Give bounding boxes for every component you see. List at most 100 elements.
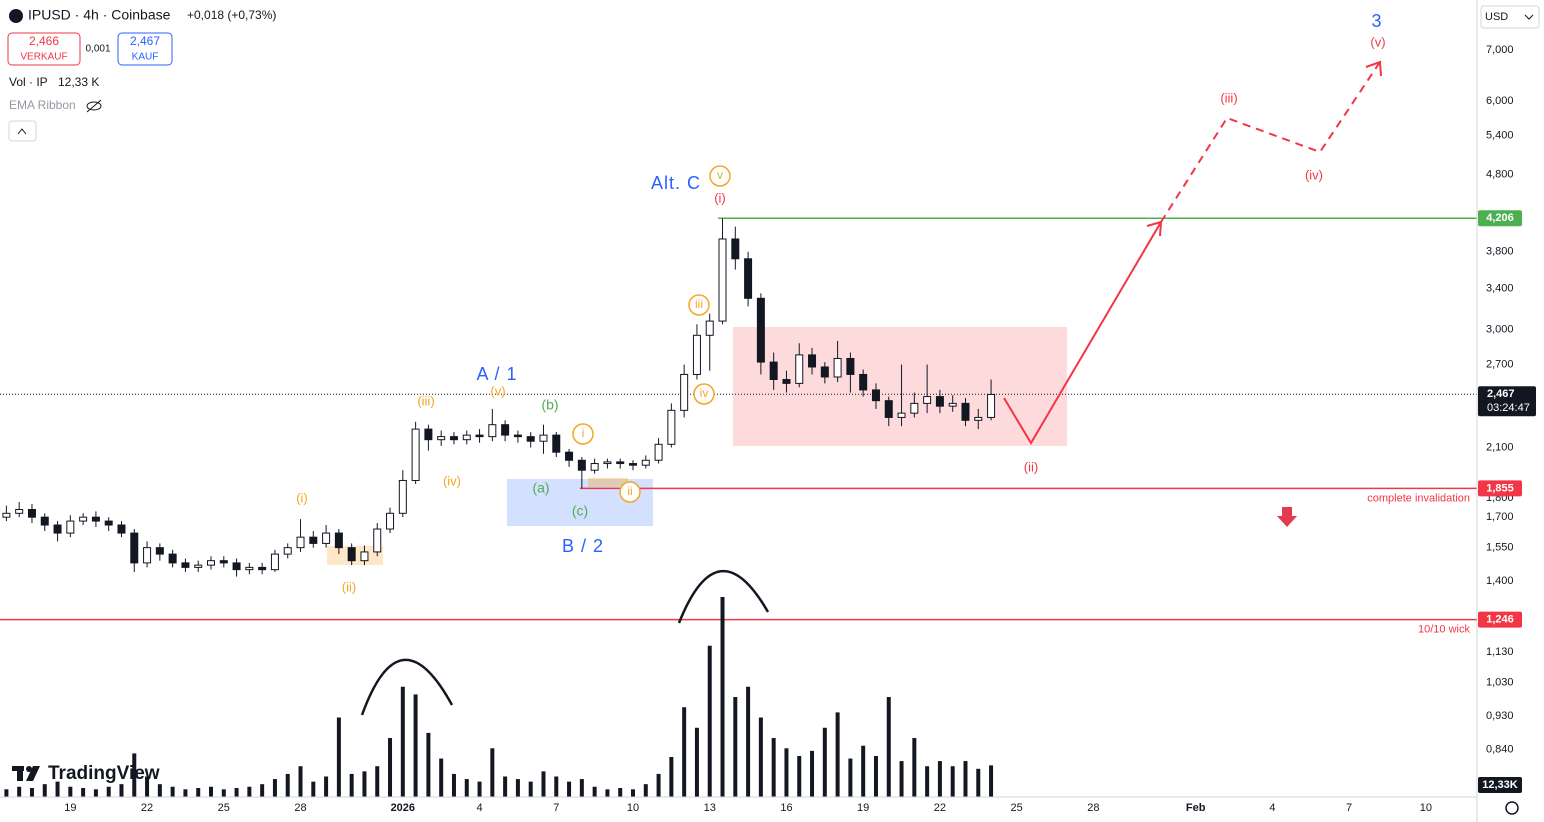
volume-bar bbox=[694, 727, 699, 797]
volume-bar bbox=[656, 773, 661, 797]
wave-label: B / 2 bbox=[562, 536, 604, 556]
symbol[interactable]: IPUSD · 4h · Coinbase bbox=[28, 7, 171, 23]
settings[interactable] bbox=[1505, 801, 1519, 815]
candle-body bbox=[513, 434, 522, 438]
candle-body bbox=[462, 434, 471, 441]
sell-button[interactable] bbox=[7, 32, 81, 66]
candle-body bbox=[155, 547, 164, 555]
volume-bar bbox=[247, 786, 252, 797]
volume-bar bbox=[746, 686, 751, 797]
price-badge bbox=[1478, 611, 1522, 628]
volume-badge-label: 12,33K bbox=[1482, 779, 1518, 791]
volume-bar bbox=[157, 784, 162, 797]
candle-body bbox=[66, 520, 75, 534]
arrow-head bbox=[1365, 60, 1382, 77]
volume-bar bbox=[605, 789, 610, 797]
candle-body bbox=[987, 393, 996, 418]
candle-body bbox=[692, 334, 701, 375]
volume-bar bbox=[643, 784, 648, 797]
candle-body bbox=[309, 536, 318, 544]
x-tick-label: Feb bbox=[1186, 802, 1206, 814]
ema-ribbon[interactable]: EMA Ribbon bbox=[9, 98, 76, 112]
candle-body bbox=[219, 560, 228, 564]
volume-bar bbox=[554, 776, 559, 797]
volume-bar bbox=[272, 779, 277, 797]
x-tick-label: 4 bbox=[1269, 802, 1275, 814]
axes: 7,000 6,000 5,400 4,800 3,800 3,400 3,000 2,700… bbox=[64, 44, 1536, 814]
candle-body bbox=[270, 553, 279, 571]
candle-body bbox=[654, 443, 663, 461]
y-tick-label: 1,400 bbox=[1486, 575, 1514, 587]
wave-label: (i) bbox=[714, 190, 726, 205]
volume-bar bbox=[592, 786, 597, 797]
volume-bar bbox=[963, 761, 968, 797]
y-tick-label: 1,030 bbox=[1486, 676, 1514, 688]
volume-bar bbox=[899, 761, 904, 797]
wave-label: (iii) bbox=[417, 393, 434, 408]
y-tick-label: 6,000 bbox=[1486, 95, 1514, 107]
volume-badge bbox=[1478, 777, 1522, 793]
volume-bar bbox=[464, 779, 469, 797]
last-price-label: 2,467 bbox=[1487, 388, 1515, 400]
y-tick-label: 4,800 bbox=[1486, 169, 1514, 181]
wave-label: iv bbox=[700, 386, 709, 400]
volume-bar bbox=[324, 776, 329, 797]
wave-label: v bbox=[717, 168, 723, 182]
candle-body bbox=[705, 320, 714, 336]
volume-bar bbox=[976, 768, 981, 797]
volume-bar bbox=[170, 786, 175, 797]
volume-bar bbox=[477, 781, 482, 797]
volume-bar bbox=[375, 766, 380, 797]
price-badge-label: 4,206 bbox=[1486, 212, 1514, 224]
y-tick-label: 3,000 bbox=[1486, 324, 1514, 336]
candle-body bbox=[322, 532, 331, 544]
x-tick-label: 22 bbox=[934, 802, 946, 814]
wave-label: (c) bbox=[572, 503, 588, 519]
volume-bar bbox=[81, 788, 86, 797]
volume-indicator[interactable]: Vol · IP bbox=[9, 75, 48, 89]
consolidation-zone bbox=[733, 327, 1067, 446]
volume-bar bbox=[528, 781, 533, 797]
wave-label: (v) bbox=[490, 383, 505, 398]
wave-label: (ii) bbox=[1024, 459, 1038, 474]
price-badge bbox=[1478, 210, 1522, 227]
volume-bar bbox=[541, 771, 546, 797]
last-price-badge bbox=[1478, 386, 1536, 417]
annotation-circle bbox=[709, 165, 731, 187]
candle-body bbox=[296, 536, 305, 549]
x-tick-label: 22 bbox=[141, 802, 153, 814]
volume-bar bbox=[349, 773, 354, 797]
x-tick-label: 10 bbox=[1420, 802, 1432, 814]
currency: USD bbox=[1485, 11, 1508, 23]
wave-label: (v) bbox=[1370, 34, 1385, 49]
hidden-icon[interactable] bbox=[86, 99, 102, 113]
chevron bbox=[17, 128, 27, 135]
candle-body bbox=[897, 412, 906, 418]
candle-body bbox=[590, 463, 599, 471]
candle-body bbox=[168, 553, 177, 564]
arc bbox=[360, 658, 454, 716]
sell-label: VERKAUF bbox=[20, 52, 67, 63]
currency-select[interactable] bbox=[1480, 5, 1540, 29]
candle-body bbox=[641, 459, 650, 466]
candle-body bbox=[808, 354, 817, 368]
wave-label: (ii) bbox=[342, 579, 356, 594]
volume-bar bbox=[119, 784, 124, 797]
candle-body bbox=[207, 560, 215, 566]
candle-body bbox=[2, 512, 11, 518]
volume-bar bbox=[55, 781, 60, 797]
candle-body bbox=[232, 562, 241, 571]
volume-bar bbox=[285, 773, 290, 797]
volume-bar bbox=[42, 784, 47, 797]
wave-label: 3 bbox=[1371, 11, 1382, 31]
candle-body bbox=[437, 436, 446, 441]
volume-bar bbox=[937, 761, 942, 797]
candle-body bbox=[245, 566, 254, 571]
volume-bar bbox=[810, 750, 815, 797]
volume-bar bbox=[567, 781, 572, 797]
candle-body bbox=[258, 566, 267, 571]
collapse-button[interactable] bbox=[8, 120, 37, 142]
buy-button[interactable] bbox=[117, 32, 173, 66]
annotation-circle bbox=[619, 481, 641, 503]
